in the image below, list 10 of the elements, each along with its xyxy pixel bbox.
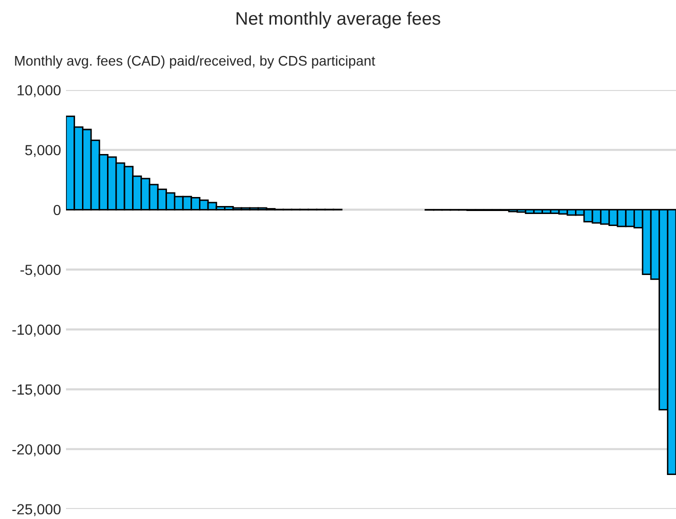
y-tick-label: -15,000	[12, 384, 61, 396]
chart-title: Net monthly average fees	[236, 12, 440, 28]
y-tick-label: -20,000	[12, 444, 61, 456]
y-tick-label: -5,000	[20, 264, 61, 277]
y-tick-label: -10,000	[12, 324, 61, 337]
y-tick-label: 5,000	[25, 144, 61, 158]
y-tick-label: 0	[54, 204, 61, 216]
y-axis-title: Monthly avg. fees (CAD) paid/received, by CDS participant	[15, 56, 376, 68]
y-tick-label: 10,000	[18, 85, 61, 98]
y-tick-label: -25,000	[12, 504, 61, 516]
